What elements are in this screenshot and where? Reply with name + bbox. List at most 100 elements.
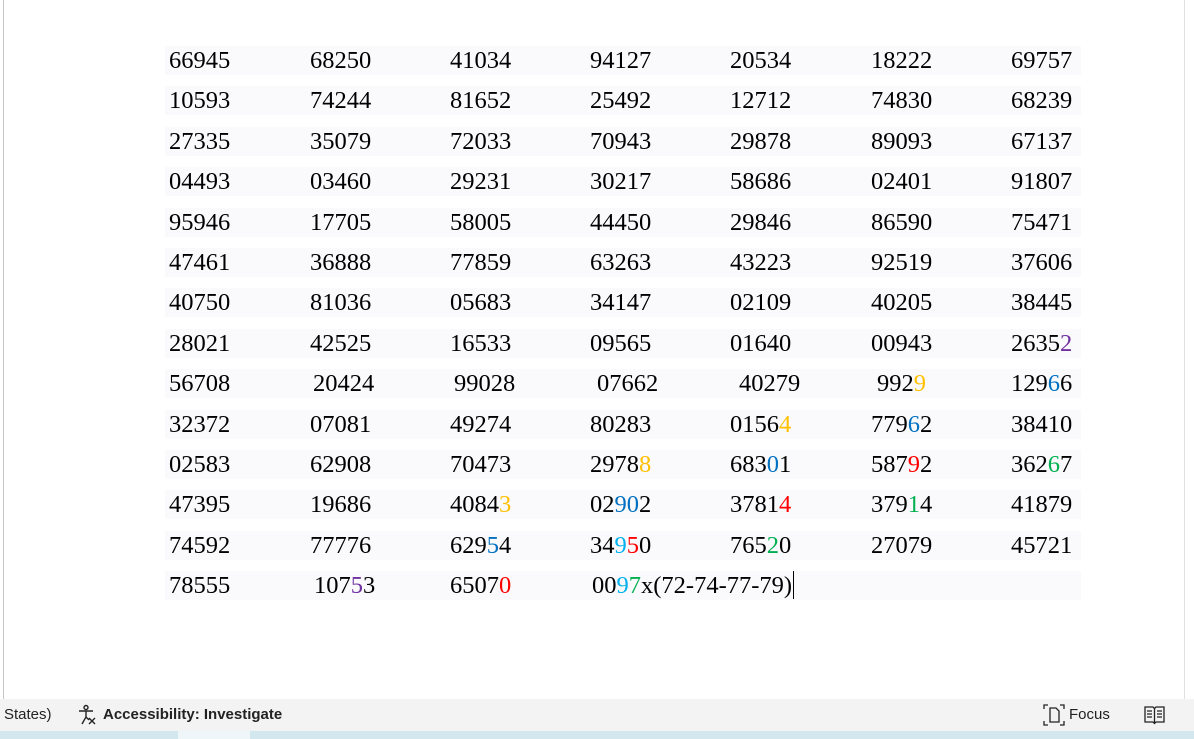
table-cell[interactable]: 00943: [871, 329, 932, 358]
table-cell[interactable]: 80283: [590, 410, 651, 439]
table-cell[interactable]: 02401: [871, 167, 932, 196]
table-cell[interactable]: 68250: [310, 46, 371, 75]
status-language[interactable]: States): [4, 706, 52, 723]
table-cell[interactable]: 0097x(72-74-77-79): [592, 571, 795, 600]
table-cell[interactable]: 92519: [871, 248, 932, 277]
table-cell[interactable]: 67137: [1011, 127, 1072, 156]
table-cell[interactable]: 40750: [169, 288, 230, 317]
table-cell[interactable]: 03460: [310, 167, 371, 196]
table-cell[interactable]: 36267: [1011, 450, 1072, 479]
table-cell[interactable]: 42525: [310, 329, 371, 358]
table-cell[interactable]: 19686: [310, 490, 371, 519]
table-cell[interactable]: 77776: [310, 531, 371, 560]
table-cell[interactable]: 29231: [450, 167, 511, 196]
table-cell[interactable]: 25492: [590, 86, 651, 115]
table-cell[interactable]: 09565: [590, 329, 651, 358]
table-cell[interactable]: 18222: [871, 46, 932, 75]
table-cell[interactable]: 81036: [310, 288, 371, 317]
table-cell[interactable]: 38445: [1011, 288, 1072, 317]
table-cell[interactable]: 65070: [450, 571, 511, 600]
table-cell[interactable]: 29846: [730, 208, 791, 237]
table-cell[interactable]: 40279: [739, 369, 800, 398]
table-cell[interactable]: 29788: [590, 450, 651, 479]
table-cell[interactable]: 99028: [454, 369, 515, 398]
table-cell[interactable]: 30217: [590, 167, 651, 196]
table-cell[interactable]: 70473: [450, 450, 511, 479]
focus-icon[interactable]: [1043, 704, 1065, 730]
table-cell[interactable]: 77962: [871, 410, 932, 439]
table-cell[interactable]: 78555: [169, 571, 230, 600]
table-cell[interactable]: 26352: [1011, 329, 1072, 358]
table-cell[interactable]: 37606: [1011, 248, 1072, 277]
read-mode-icon[interactable]: [1144, 705, 1165, 729]
table-cell[interactable]: 37914: [871, 490, 932, 519]
table-cell[interactable]: 75471: [1011, 208, 1072, 237]
table-cell[interactable]: 91807: [1011, 167, 1072, 196]
table-cell[interactable]: 74244: [310, 86, 371, 115]
table-cell[interactable]: 10593: [169, 86, 230, 115]
table-cell[interactable]: 58792: [871, 450, 932, 479]
table-cell[interactable]: 27079: [871, 531, 932, 560]
table-cell[interactable]: 68301: [730, 450, 791, 479]
table-cell[interactable]: 07081: [310, 410, 371, 439]
table-cell[interactable]: 76520: [730, 531, 791, 560]
table-cell[interactable]: 41034: [450, 46, 511, 75]
table-cell[interactable]: 68239: [1011, 86, 1072, 115]
table-cell[interactable]: 74830: [871, 86, 932, 115]
table-cell[interactable]: 34950: [590, 531, 651, 560]
table-cell[interactable]: 29878: [730, 127, 791, 156]
table-cell[interactable]: 05683: [450, 288, 511, 317]
table-cell[interactable]: 07662: [597, 369, 658, 398]
table-cell[interactable]: 45721: [1011, 531, 1072, 560]
table-cell[interactable]: 47461: [169, 248, 230, 277]
table-cell[interactable]: 77859: [450, 248, 511, 277]
table-cell[interactable]: 58686: [730, 167, 791, 196]
accessibility-status[interactable]: Accessibility: Investigate: [103, 706, 283, 723]
table-cell[interactable]: 86590: [871, 208, 932, 237]
table-cell[interactable]: 9929: [877, 369, 926, 398]
table-cell[interactable]: 37814: [730, 490, 791, 519]
table-cell[interactable]: 56708: [169, 369, 230, 398]
table-cell[interactable]: 27335: [169, 127, 230, 156]
table-cell[interactable]: 66945: [169, 46, 230, 75]
table-cell[interactable]: 95946: [169, 208, 230, 237]
table-cell[interactable]: 12966: [1011, 369, 1072, 398]
table-cell[interactable]: 62908: [310, 450, 371, 479]
table-cell[interactable]: 35079: [310, 127, 371, 156]
table-cell[interactable]: 20534: [730, 46, 791, 75]
table-cell[interactable]: 34147: [590, 288, 651, 317]
table-cell[interactable]: 69757: [1011, 46, 1072, 75]
table-cell[interactable]: 36888: [310, 248, 371, 277]
table-cell[interactable]: 01640: [730, 329, 791, 358]
table-cell[interactable]: 02583: [169, 450, 230, 479]
table-cell[interactable]: 62954: [450, 531, 511, 560]
table-cell[interactable]: 41879: [1011, 490, 1072, 519]
table-cell[interactable]: 01564: [730, 410, 791, 439]
table-cell[interactable]: 40205: [871, 288, 932, 317]
table-cell[interactable]: 20424: [313, 369, 374, 398]
table-cell[interactable]: 04493: [169, 167, 230, 196]
table-cell[interactable]: 63263: [590, 248, 651, 277]
table-cell[interactable]: 32372: [169, 410, 230, 439]
table-cell[interactable]: 89093: [871, 127, 932, 156]
table-cell[interactable]: 40843: [450, 490, 511, 519]
focus-button[interactable]: Focus: [1069, 706, 1110, 723]
table-cell[interactable]: 28021: [169, 329, 230, 358]
table-cell[interactable]: 10753: [314, 571, 375, 600]
table-cell[interactable]: 12712: [730, 86, 791, 115]
table-cell[interactable]: 49274: [450, 410, 511, 439]
table-cell[interactable]: 17705: [310, 208, 371, 237]
table-cell[interactable]: 43223: [730, 248, 791, 277]
table-cell[interactable]: 81652: [450, 86, 511, 115]
table-cell[interactable]: 47395: [169, 490, 230, 519]
table-cell[interactable]: 70943: [590, 127, 651, 156]
table-cell[interactable]: 02902: [590, 490, 651, 519]
table-cell[interactable]: 44450: [590, 208, 651, 237]
table-cell[interactable]: 94127: [590, 46, 651, 75]
table-cell[interactable]: 58005: [450, 208, 511, 237]
table-cell[interactable]: 02109: [730, 288, 791, 317]
accessibility-icon[interactable]: [76, 704, 98, 730]
table-cell[interactable]: 72033: [450, 127, 511, 156]
table-cell[interactable]: 74592: [169, 531, 230, 560]
table-cell[interactable]: 16533: [450, 329, 511, 358]
